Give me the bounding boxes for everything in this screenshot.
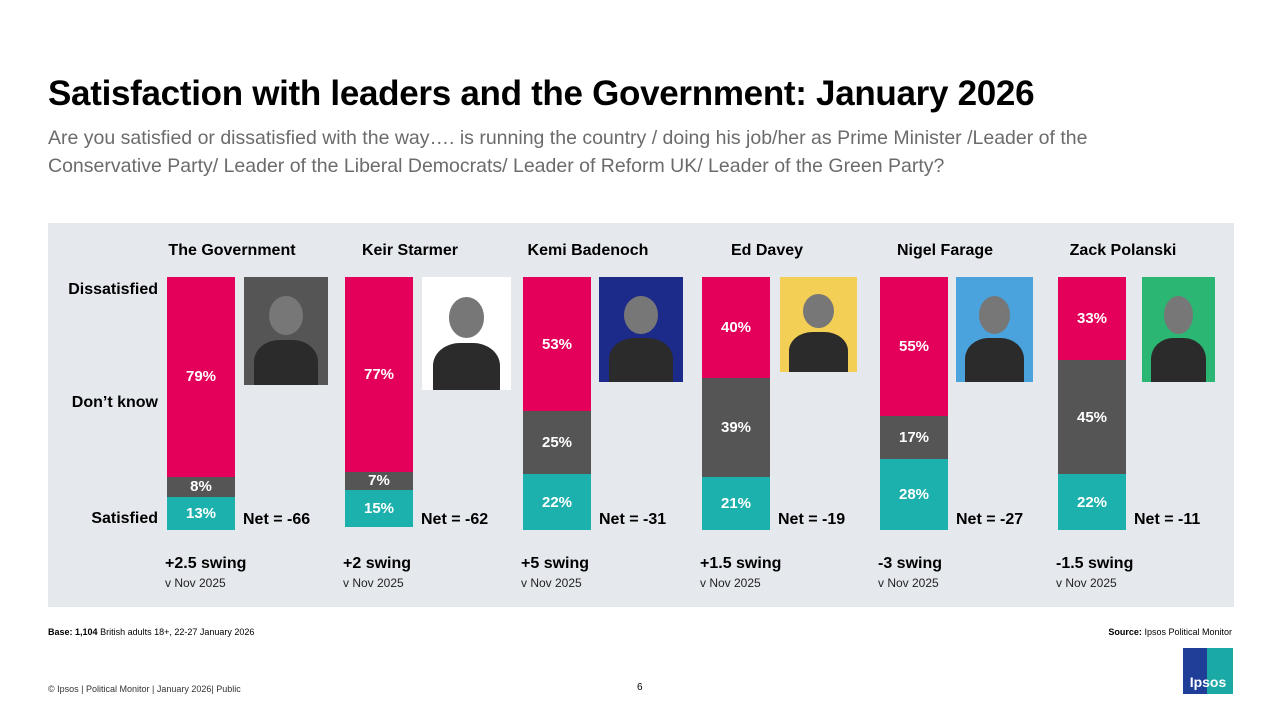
net-score: Net = -19 bbox=[778, 511, 846, 528]
bar-segment-satisfied: 21% bbox=[702, 476, 770, 530]
swing-reference: v Nov 2025 bbox=[878, 576, 939, 590]
base-note: Base: 1,104 British adults 18+, 22-27 Ja… bbox=[48, 627, 254, 637]
swing-reference: v Nov 2025 bbox=[1056, 576, 1117, 590]
net-score: Net = -31 bbox=[599, 511, 667, 528]
bar-segment-don-t-know: 45% bbox=[1058, 360, 1126, 475]
bar-segment-dissatisfied: 40% bbox=[702, 277, 770, 379]
bar-segment-satisfied: 22% bbox=[523, 474, 591, 530]
bar-segment-don-t-know: 7% bbox=[345, 471, 413, 490]
bar-segment-dissatisfied: 77% bbox=[345, 277, 413, 472]
base-text: British adults 18+, 22-27 January 2026 bbox=[100, 627, 255, 637]
page-title: Satisfaction with leaders and the Govern… bbox=[48, 74, 1035, 113]
base-value: 1,104 bbox=[75, 627, 98, 637]
bar-segment-dissatisfied: 79% bbox=[167, 277, 235, 477]
bar-segment-satisfied: 15% bbox=[345, 489, 413, 528]
base-label: Base: bbox=[48, 627, 73, 637]
bar-segment-don-t-know: 8% bbox=[167, 476, 235, 498]
bar-segment-don-t-know: 39% bbox=[702, 378, 770, 477]
bar-segment-satisfied: 28% bbox=[880, 459, 948, 530]
row-label: Don’t know bbox=[71, 394, 158, 411]
leader-photo bbox=[1142, 277, 1215, 382]
bar-segment-dissatisfied: 33% bbox=[1058, 277, 1126, 361]
swing-reference: v Nov 2025 bbox=[165, 576, 226, 590]
leader-photo bbox=[244, 277, 328, 385]
question-subtitle: Are you satisfied or dissatisfied with t… bbox=[48, 127, 1088, 177]
swing-value: +2.5 swing bbox=[165, 555, 247, 572]
swing-reference: v Nov 2025 bbox=[343, 576, 404, 590]
bar-segment-dissatisfied: 53% bbox=[523, 277, 591, 412]
leader-photo bbox=[599, 277, 683, 382]
swing-value: -1.5 swing bbox=[1056, 555, 1134, 572]
bar-segment-satisfied: 13% bbox=[167, 497, 235, 530]
copyright: © Ipsos | Political Monitor | January 20… bbox=[48, 684, 241, 694]
ipsos-logo: Ipsos bbox=[1183, 648, 1233, 694]
column-header: Zack Polanski bbox=[1069, 242, 1177, 259]
net-score: Net = -66 bbox=[243, 511, 311, 528]
bar-segment-dissatisfied: 55% bbox=[880, 277, 948, 417]
swing-reference: v Nov 2025 bbox=[700, 576, 761, 590]
row-label: Satisfied bbox=[91, 510, 158, 527]
column-header: The Government bbox=[168, 242, 296, 259]
net-score: Net = -27 bbox=[956, 511, 1024, 528]
leader-photo bbox=[422, 277, 511, 390]
logo-text: Ipsos bbox=[1189, 674, 1227, 690]
swing-value: -3 swing bbox=[878, 555, 943, 572]
swing-reference: v Nov 2025 bbox=[521, 576, 582, 590]
source-text: Ipsos Political Monitor bbox=[1144, 627, 1232, 637]
leader-photo bbox=[956, 277, 1033, 382]
bar-segment-don-t-know: 17% bbox=[880, 416, 948, 460]
row-label: Dissatisfied bbox=[68, 281, 158, 298]
column-header: Ed Davey bbox=[730, 242, 804, 259]
leader-photo bbox=[780, 277, 857, 372]
swing-value: +2 swing bbox=[343, 555, 412, 572]
page-number: 6 bbox=[637, 682, 643, 693]
swing-value: +5 swing bbox=[521, 555, 590, 572]
source-note: Source: Ipsos Political Monitor bbox=[1108, 627, 1232, 637]
column-header: Keir Starmer bbox=[361, 242, 459, 259]
bar-segment-satisfied: 22% bbox=[1058, 474, 1126, 530]
column-header: Kemi Badenoch bbox=[527, 242, 649, 259]
net-score: Net = -62 bbox=[421, 511, 489, 528]
swing-value: +1.5 swing bbox=[700, 555, 782, 572]
bar-segment-don-t-know: 25% bbox=[523, 411, 591, 475]
column-header: Nigel Farage bbox=[896, 242, 994, 259]
source-label: Source: bbox=[1108, 627, 1142, 637]
net-score: Net = -11 bbox=[1134, 511, 1201, 528]
